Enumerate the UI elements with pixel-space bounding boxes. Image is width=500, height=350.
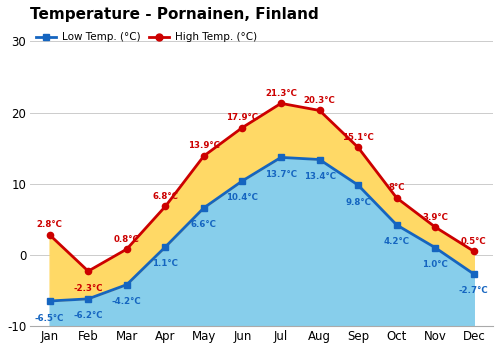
Text: 13.9°C: 13.9°C [188,141,220,150]
Text: 1.1°C: 1.1°C [152,259,178,268]
Text: -2.3°C: -2.3°C [74,284,103,293]
Text: 20.3°C: 20.3°C [304,96,336,105]
Text: -4.2°C: -4.2°C [112,297,142,306]
Text: 6.6°C: 6.6°C [191,220,217,229]
Text: 3.9°C: 3.9°C [422,212,448,222]
Legend: Low Temp. (°C), High Temp. (°C): Low Temp. (°C), High Temp. (°C) [36,33,256,42]
Text: -6.2°C: -6.2°C [74,312,103,320]
Text: 17.9°C: 17.9°C [226,113,258,122]
Text: 6.8°C: 6.8°C [152,192,178,201]
Text: 4.2°C: 4.2°C [384,237,409,246]
Text: -6.5°C: -6.5°C [35,314,64,322]
Text: 13.7°C: 13.7°C [265,170,297,179]
Text: 9.8°C: 9.8°C [345,198,371,206]
Text: 8°C: 8°C [388,183,405,192]
Text: 10.4°C: 10.4°C [226,193,258,202]
Text: 1.0°C: 1.0°C [422,260,448,269]
Text: Temperature - Pornainen, Finland: Temperature - Pornainen, Finland [30,7,319,22]
Text: 21.3°C: 21.3°C [265,89,297,98]
Text: 0.8°C: 0.8°C [114,234,140,244]
Text: 0.5°C: 0.5°C [461,237,486,246]
Text: 15.1°C: 15.1°C [342,133,374,142]
Text: -2.7°C: -2.7°C [459,287,488,295]
Text: 2.8°C: 2.8°C [36,220,62,229]
Text: 13.4°C: 13.4°C [304,172,336,181]
